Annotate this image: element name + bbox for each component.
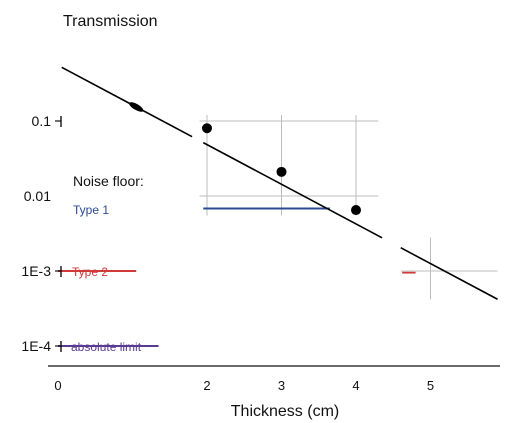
data-point-1 <box>202 123 212 134</box>
y-tick-labels: 0.1 0.01 1E-3 1E-4 <box>21 113 62 354</box>
x-tick-label-5: 5 <box>427 378 434 393</box>
y-tick-label-1E-4: 1E-4 <box>21 338 51 354</box>
x-axis-label: Thickness (cm) <box>231 403 339 420</box>
data-point-2 <box>276 166 287 177</box>
x-tick-label-3: 3 <box>278 378 285 393</box>
series-line-segment-1 <box>61 66 193 138</box>
data-point-3 <box>351 205 361 216</box>
series-arrow-marker <box>129 102 144 112</box>
y-tick-label-0.1: 0.1 <box>32 113 52 129</box>
noise-floor-label: Noise floor: <box>73 173 144 189</box>
x-tick-label-0: 0 <box>54 378 61 393</box>
series-layer <box>61 66 498 300</box>
y-tick-label-1E-3: 1E-3 <box>21 263 51 279</box>
noise-floor-labels: Type 1 Type 2 absolute limit <box>71 203 142 354</box>
noise-floor-label-2: Type 2 <box>72 265 108 279</box>
series-line-segment-3 <box>400 247 498 300</box>
grid <box>199 115 498 300</box>
noise-floor-label-3: absolute limit <box>71 340 142 354</box>
x-tick-label-2: 2 <box>203 378 210 393</box>
chart-title: Transmission <box>63 13 158 30</box>
noise-floor-label-1: Type 1 <box>73 203 109 217</box>
noise-floor-lines <box>58 207 416 347</box>
x-tick-label-4: 4 <box>352 378 359 393</box>
x-tick-labels: 0 2 3 4 5 <box>54 378 434 393</box>
series-line-segment-2 <box>202 141 383 239</box>
y-tick-label-0.01: 0.01 <box>24 188 51 204</box>
